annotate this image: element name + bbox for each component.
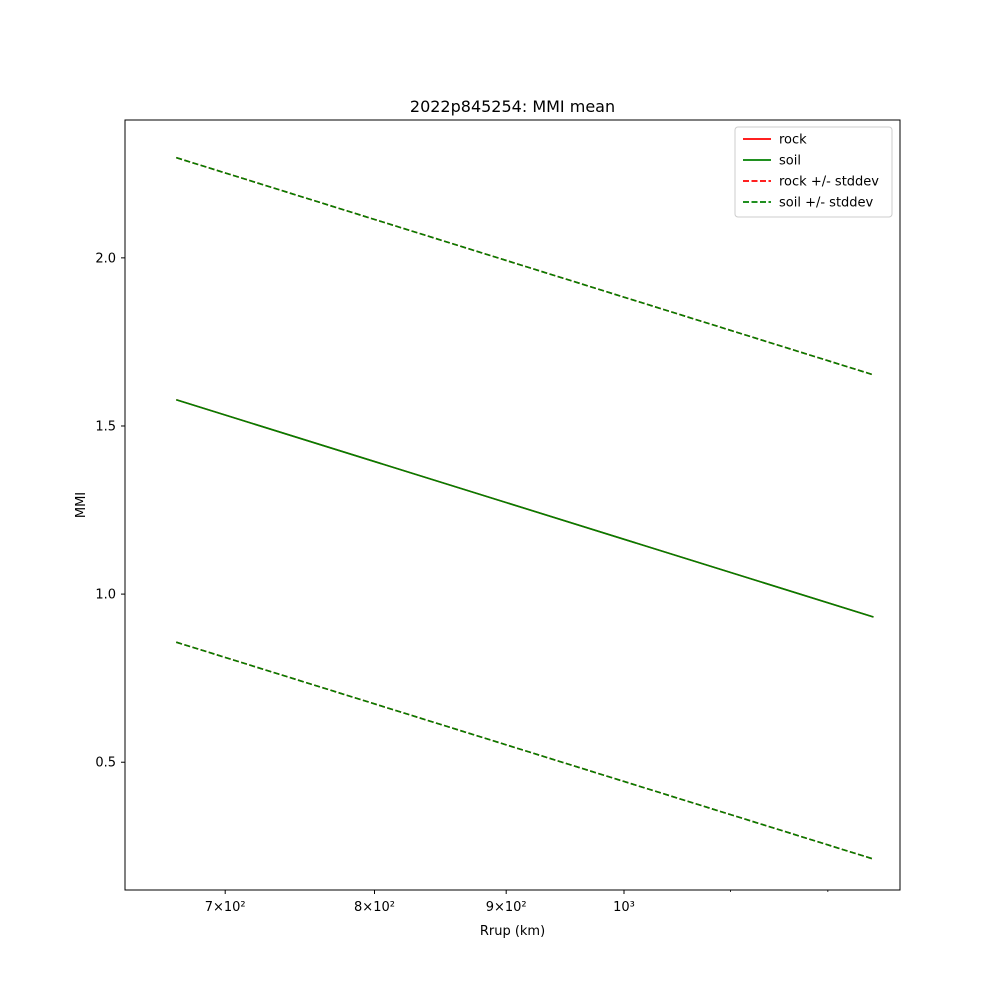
- x-tick-label: 8×10²: [354, 900, 395, 915]
- series-line-1: [175, 398, 874, 618]
- legend-box: [734, 126, 893, 218]
- chart-title: 2022p845254: MMI mean: [410, 97, 615, 116]
- legend: rock soil rock +/- stddev soil +/- stddev: [734, 126, 893, 218]
- x-axis: 7×10² 8×10² 9×10² 10³: [205, 890, 829, 915]
- y-tick-label: 0.5: [95, 756, 116, 771]
- y-tick-label: 1.0: [95, 588, 116, 603]
- y-tick-label: 2.0: [95, 251, 116, 266]
- legend-label: rock +/- stddev: [779, 175, 879, 190]
- series-line-5: [175, 641, 874, 860]
- legend-label: rock: [779, 133, 807, 148]
- series-line-3: [175, 156, 874, 376]
- x-axis-label: Rrup (km): [480, 924, 545, 939]
- x-tick-label: 10³: [613, 900, 635, 915]
- y-axis-label: MMI: [74, 492, 89, 518]
- legend-label: soil +/- stddev: [779, 196, 874, 211]
- y-tick-label: 1.5: [95, 419, 116, 434]
- x-tick-label: 7×10²: [205, 900, 246, 915]
- x-tick-label: 9×10²: [486, 900, 527, 915]
- legend-label: soil: [779, 154, 801, 169]
- axes-frame: [124, 119, 901, 891]
- plot-area: [175, 156, 874, 860]
- y-axis: 0.5 1.0 1.5 2.0: [95, 251, 125, 771]
